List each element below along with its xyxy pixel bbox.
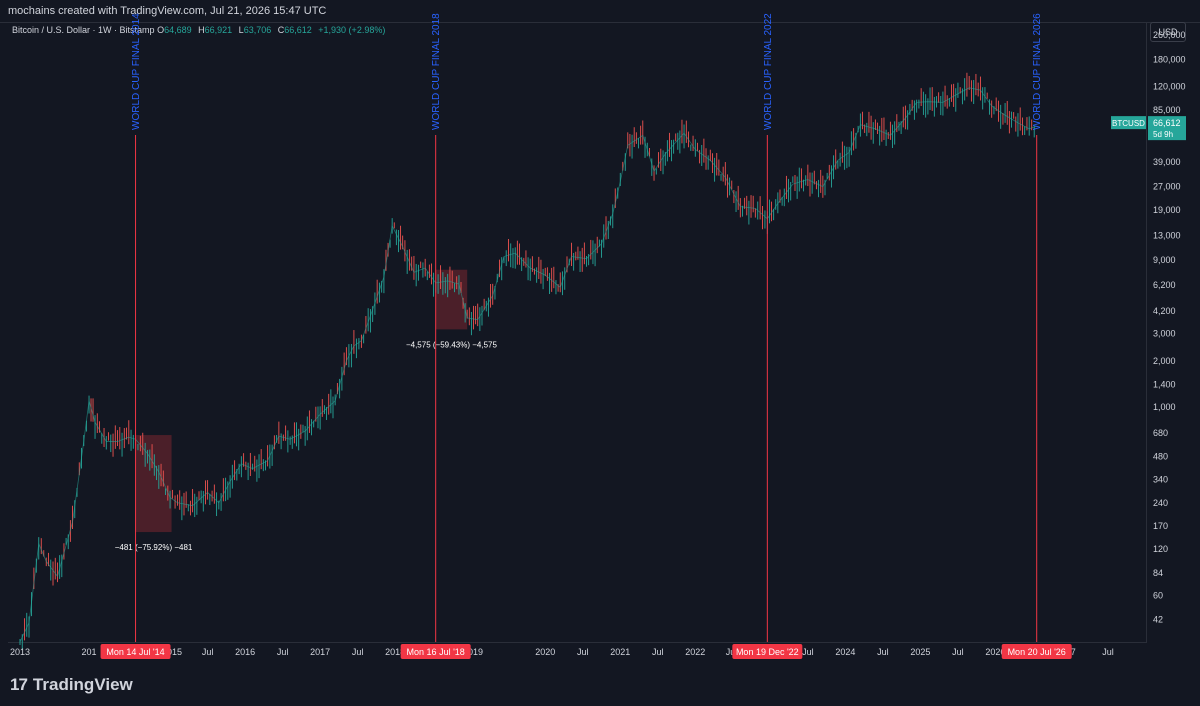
event-date-label: Mon 14 Jul '14 [106,647,164,657]
x-tick-label: Jul [277,647,289,657]
x-tick-label: 2026 [985,647,1005,657]
event-date-label: Mon 19 Dec '22 [736,647,799,657]
x-tick-label: 2024 [835,647,855,657]
x-tick-label: 2017 [310,647,330,657]
y-tick-label: 60 [1153,591,1163,601]
y-tick-label: 84 [1153,568,1163,578]
price-tag-value: 66,612 [1153,118,1181,128]
high-value: 66,921 [204,25,233,35]
price-chart[interactable]: −481 (−75.92%) −481 −4,575 (−59.43%) −4,5… [0,0,1200,664]
y-tick-label: 120 [1153,544,1168,554]
tradingview-logo[interactable]: 17 TradingView [10,675,133,695]
price-tag-bg [1148,116,1186,141]
x-tick-label: Jul [202,647,214,657]
x-tick-label: Jul [1102,647,1114,657]
price-tag-symbol: BTCUSD [1112,119,1145,128]
close-label: C [277,25,285,35]
x-tick-label: Jul [877,647,889,657]
y-tick-label: 19,000 [1153,205,1181,215]
y-tick-label: 42 [1153,614,1163,624]
currency-button[interactable]: USD [1150,22,1186,42]
x-tick-label: 2022 [685,647,705,657]
event-label: WORLD CUP FINAL 2018 [431,13,442,130]
top-bar: mochains created with TradingView.com, J… [0,0,1200,23]
tradingview-name: TradingView [32,675,133,694]
x-tick-label: Jul [952,647,964,657]
y-tick-label: 4,200 [1153,306,1176,316]
creator-line: mochains created with TradingView.com, J… [8,5,327,17]
tv-logo-mark: 17 [10,675,28,694]
event-label: WORLD CUP FINAL 2014 [131,13,142,130]
y-tick-label: 3,000 [1153,329,1176,339]
measurement-label: −4,575 (−59.43%) −4,575 [406,340,498,349]
x-tick-label: Jul [652,647,664,657]
event-date-label: Mon 20 Jul '26 [1008,647,1066,657]
event-label: WORLD CUP FINAL 2026 [1032,13,1043,130]
y-tick-label: 13,000 [1153,231,1181,241]
price-series-line [19,87,1037,643]
open-value: 64,689 [164,25,192,35]
y-tick-label: 240 [1153,498,1168,508]
event-date-badge [400,644,471,659]
y-tick-label: 340 [1153,474,1168,484]
change-value: +1,930 (+2.98%) [318,25,386,35]
y-tick-label: 85,000 [1153,105,1181,115]
event-date-badge [100,644,171,659]
price-tag-countdown: 5d 9h [1153,130,1173,139]
event-date-badge [1001,644,1072,659]
y-tick-label: 2,000 [1153,356,1176,366]
y-tick-label: 6,200 [1153,280,1176,290]
y-tick-label: 9,000 [1153,255,1176,265]
x-tick-label: 2013 [10,647,30,657]
y-tick-label: 120,000 [1153,82,1186,92]
x-tick-label: 2016 [235,647,255,657]
symbol-title[interactable]: Bitcoin / U.S. Dollar · 1W · Bitstamp [12,25,155,35]
low-label: L [238,25,244,35]
y-tick-label: 1,400 [1153,380,1176,390]
symbol-header: Bitcoin / U.S. Dollar · 1W · Bitstamp O6… [12,25,389,35]
y-tick-label: 27,000 [1153,182,1181,192]
measurement-label: −481 (−75.92%) −481 [115,543,193,552]
event-date-label: Mon 16 Jul '18 [407,647,465,657]
measurement-box [135,435,172,533]
y-tick-label: 39,000 [1153,157,1181,167]
open-label: O [157,25,165,35]
x-tick-label: Jul [802,647,814,657]
x-tick-label: 019 [468,647,483,657]
x-tick-label: 015 [167,647,182,657]
x-tick-label: Ju [726,647,736,657]
measurement-box [435,269,468,330]
event-date-badge [732,644,803,659]
x-tick-label: Jul [352,647,364,657]
x-tick-label: 2018 [385,647,405,657]
low-value: 63,706 [243,25,272,35]
footer [0,664,1200,706]
high-label: H [198,25,205,35]
price-tag-symbol-bg [1111,116,1146,130]
x-tick-label: Jul [577,647,589,657]
y-tick-label: 480 [1153,451,1168,461]
x-tick-label: 2025 [910,647,930,657]
y-tick-label: 1,000 [1153,402,1176,412]
close-value: 66,612 [284,25,312,35]
event-label: WORLD CUP FINAL 2022 [763,13,774,130]
y-tick-label: 170 [1153,521,1168,531]
x-tick-label: 201 [82,647,97,657]
y-tick-label: 180,000 [1153,55,1186,65]
x-tick-label: 2020 [535,647,555,657]
y-tick-label: 680 [1153,428,1168,438]
x-tick-label: 2021 [610,647,630,657]
y-tick-label: 260,000 [1153,30,1186,40]
chart-frame [8,22,1147,643]
